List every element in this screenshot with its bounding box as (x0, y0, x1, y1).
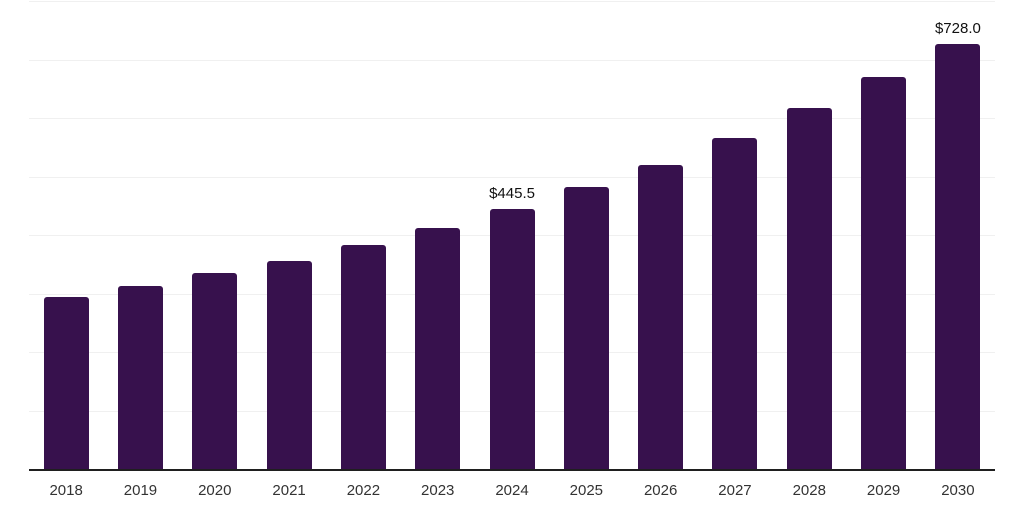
gridline-800 (29, 1, 995, 2)
bar-slot-2028 (772, 2, 846, 470)
bar-2018 (43, 296, 89, 470)
bar-2019 (117, 286, 163, 470)
bar-slot-2023 (401, 2, 475, 470)
bar-slot-2021 (252, 2, 326, 470)
x-tick-label-2023: 2023 (421, 482, 455, 499)
bar-2028 (786, 108, 832, 470)
bar-2021 (266, 260, 312, 470)
x-axis-tick-labels: 2018 2019 2020 2021 2022 2023 2024 2025 2026 2027… (29, 481, 995, 501)
x-tick-label-2019: 2019 (123, 482, 158, 499)
bar-slot-2019 (103, 2, 177, 470)
bar-2030 (935, 44, 981, 470)
bar-slot-2025 (549, 2, 623, 470)
bar-value-label-2024: $445.5 (489, 185, 535, 203)
bars-layer: $445.5 $728.0 (29, 2, 995, 470)
x-tick-label-2024: 2024 (495, 482, 529, 499)
x-tick-label-2028: 2028 (792, 482, 826, 499)
gridline-500 (29, 176, 995, 178)
x-tick-label-2027: 2027 (718, 482, 752, 499)
bar-slot-2030: $728.0 (921, 2, 995, 470)
bar-value-label-2030: $728.0 (934, 20, 981, 38)
bar-2023 (415, 228, 461, 470)
x-tick-label-2021: 2021 (272, 482, 306, 499)
bar-slot-2018 (29, 2, 103, 470)
bar-slot-2027 (698, 2, 772, 470)
bar-slot-2022 (326, 2, 400, 470)
bar-slot-2029 (846, 2, 920, 470)
x-tick-label-2018: 2018 (49, 482, 83, 499)
bar-2027 (712, 138, 758, 470)
bar-slot-2020 (178, 2, 252, 470)
gridline-700 (29, 59, 995, 61)
x-tick-label-2030: 2030 (941, 482, 975, 499)
plot-area: $445.5 $728.0 (29, 1, 995, 470)
bar-slot-2024: $445.5 (475, 2, 549, 470)
bar-2026 (638, 165, 684, 470)
bar-2029 (861, 77, 907, 470)
x-tick-label-2026: 2026 (643, 482, 678, 499)
bar-2020 (192, 272, 238, 470)
x-tick-label-2029: 2029 (866, 482, 901, 499)
x-axis-line (29, 469, 995, 471)
bar-2024 (489, 209, 535, 470)
gridline-600 (29, 118, 995, 119)
x-tick-label-2025: 2025 (569, 482, 604, 499)
x-tick-label-2022: 2022 (346, 482, 381, 499)
bar-slot-2026 (624, 2, 698, 470)
bar-2025 (563, 187, 609, 470)
bar-2022 (340, 244, 386, 470)
x-tick-label-2020: 2020 (198, 482, 232, 499)
